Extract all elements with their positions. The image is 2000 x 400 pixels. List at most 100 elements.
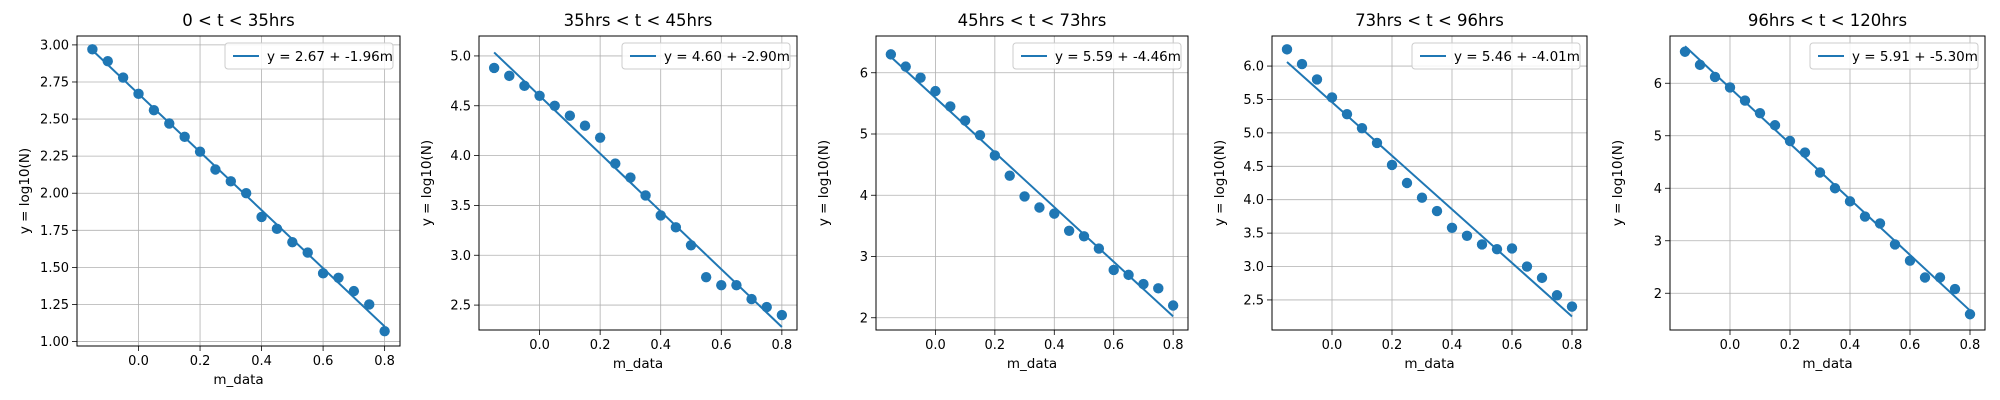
- data-point: [1491, 243, 1503, 255]
- y-tick-label: 2.50: [40, 113, 69, 128]
- data-point: [210, 164, 221, 175]
- data-point: [148, 104, 160, 116]
- data-point: [564, 110, 576, 121]
- y-tick-label: 3.0: [1243, 260, 1264, 275]
- y-tick-label: 5.0: [1243, 126, 1264, 141]
- y-tick-label: 2.5: [450, 299, 471, 314]
- y-tick-label: 5.5: [1243, 93, 1264, 108]
- legend-label: y = 2.67 + -1.96m: [267, 49, 393, 65]
- data-point: [1769, 120, 1781, 131]
- grid: [876, 36, 1188, 330]
- y-tick-label: 4: [860, 189, 868, 204]
- x-tick-label: 0.6: [711, 338, 732, 353]
- legend: y = 5.91 + -5.30m: [1809, 42, 1979, 70]
- x-tick-label: 0.8: [772, 338, 793, 353]
- data-point: [287, 236, 298, 248]
- data-point: [1004, 170, 1015, 181]
- data-point: [102, 56, 113, 67]
- data-point: [625, 172, 636, 183]
- y-tick-label: 1.00: [40, 335, 69, 350]
- data-point: [1356, 123, 1368, 134]
- y-axis-label: y = log10(N): [419, 140, 435, 226]
- data-point: [1889, 239, 1901, 250]
- subplot-1: 0.0 0.2 0.4 0.6 0.8 1.00 1.25 1.50 1.75 2.00 2.25 2…: [17, 11, 401, 388]
- x-tick-label: 0.6: [1103, 338, 1124, 353]
- x-axis-label: m_data: [1007, 356, 1057, 372]
- data-point: [1401, 177, 1413, 189]
- data-point: [87, 44, 98, 55]
- chart-title: 0 < t < 35hrs: [182, 11, 294, 30]
- data-point: [670, 222, 682, 233]
- y-tick-label: 3.5: [450, 199, 471, 214]
- data-point: [700, 271, 712, 283]
- data-point: [348, 285, 360, 297]
- chart-title: 73hrs < t < 96hrs: [1355, 11, 1504, 30]
- y-tick-label: 5.0: [450, 49, 471, 64]
- data-point: [1964, 309, 1976, 320]
- x-tick-label: 0.0: [1720, 338, 1741, 353]
- plot-frame: [76, 35, 401, 347]
- data-point: [1919, 272, 1931, 283]
- data-point: [1034, 202, 1045, 213]
- y-tick-label: 6: [860, 66, 868, 81]
- data-point: [640, 190, 651, 201]
- data-point: [1844, 196, 1856, 207]
- y-tick-label: 2.5: [1243, 293, 1264, 308]
- legend-box: [224, 42, 394, 70]
- data-point: [1019, 191, 1030, 202]
- x-tick-label: 0.0: [1322, 338, 1343, 353]
- data-point: [1063, 225, 1075, 236]
- x-tick-label: 0.0: [128, 354, 149, 369]
- y-tick-label: 1.75: [40, 224, 69, 239]
- x-axis-label: m_data: [613, 356, 663, 372]
- data-point: [1461, 230, 1473, 241]
- data-point: [1476, 239, 1488, 250]
- data-point: [1371, 137, 1383, 149]
- data-point: [333, 272, 344, 283]
- y-axis-label: y = log10(N): [816, 140, 832, 226]
- data-point: [379, 325, 390, 337]
- chart-title: 45hrs < t < 73hrs: [958, 11, 1107, 30]
- y-tick-label: 4.0: [450, 149, 471, 164]
- y-tick-label: 4: [1654, 182, 1662, 197]
- data-point: [1386, 159, 1398, 171]
- x-tick-label: 0.2: [1382, 338, 1403, 353]
- data-point: [179, 131, 190, 143]
- legend-label: y = 5.59 + -4.46m: [1055, 49, 1181, 65]
- data-point: [1108, 264, 1119, 276]
- data-point: [1281, 44, 1293, 55]
- x-tick-label: 0.4: [650, 338, 671, 353]
- grid: [1670, 36, 1985, 330]
- subplot-5: 0.0 0.2 0.4 0.6 0.8 2 3 4 5 6 96hrs < t < 120hrs m_…: [1610, 11, 1986, 372]
- data-point: [240, 188, 252, 199]
- data-point: [488, 62, 500, 74]
- y-tick-label: 4.0: [1243, 193, 1264, 208]
- data-point: [1874, 218, 1886, 229]
- data-point: [1859, 211, 1871, 222]
- data-point: [549, 100, 560, 111]
- x-tick-label: 0.0: [925, 338, 946, 353]
- x-tick-label: 0.6: [313, 354, 334, 369]
- y-tick-label: 2: [860, 311, 868, 326]
- data-point: [302, 247, 313, 258]
- y-tick-label: 2: [1654, 287, 1662, 302]
- x-tick-label: 0.4: [1044, 338, 1065, 353]
- data-point: [1934, 272, 1946, 283]
- data-point: [900, 61, 911, 72]
- data-point: [1506, 243, 1518, 254]
- data-point: [1724, 82, 1736, 93]
- data-point: [610, 158, 621, 169]
- data-point: [1739, 95, 1751, 106]
- data-point: [225, 176, 237, 187]
- data-point: [1949, 283, 1961, 295]
- data-point: [1694, 59, 1706, 71]
- chart-title: 35hrs < t < 45hrs: [564, 11, 713, 30]
- x-axis-label: m_data: [1404, 356, 1454, 372]
- data-point: [1784, 135, 1796, 147]
- data-point: [1521, 261, 1533, 272]
- y-tick-label: 6: [1654, 77, 1662, 92]
- data-point: [1446, 222, 1458, 233]
- x-tick-label: 0.8: [374, 354, 395, 369]
- data-point: [1814, 167, 1826, 178]
- x-tick-label: 0.2: [590, 338, 611, 353]
